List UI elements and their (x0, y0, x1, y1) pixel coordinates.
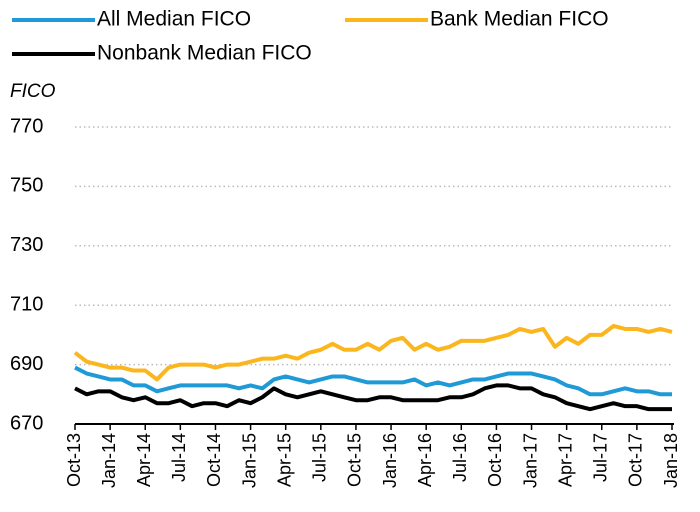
x-tick-label: Oct-16 (485, 433, 505, 487)
y-axis-label: FICO (10, 81, 56, 102)
x-tick-label: Apr-15 (274, 433, 294, 487)
y-tick-label: 670 (10, 412, 43, 434)
legend-label: Nonbank Median FICO (97, 42, 312, 65)
x-tick-label: Apr-14 (134, 433, 154, 487)
x-tick-label: Jan-17 (520, 433, 540, 488)
x-tick-label: Jul-15 (310, 433, 330, 482)
legend-label: Bank Median FICO (430, 8, 609, 31)
x-tick-label: Jul-14 (169, 433, 189, 482)
x-tick-label: Oct-13 (64, 433, 84, 487)
y-tick-label: 690 (10, 353, 43, 375)
series-line (74, 383, 672, 412)
x-tick-label: Apr-17 (555, 433, 575, 487)
x-tick-label: Jan-16 (380, 433, 400, 488)
x-tick-label: Jan-18 (661, 433, 681, 488)
y-tick-label: 710 (10, 293, 43, 315)
x-tick-label: Jul-17 (591, 433, 611, 482)
x-tick-label: Jan-15 (239, 433, 259, 488)
x-tick-label: Oct-14 (204, 433, 224, 487)
x-tick-label: Oct-17 (626, 433, 646, 487)
x-tick-label: Oct-15 (345, 433, 365, 487)
y-tick-label: 770 (10, 115, 43, 137)
y-tick-label: 730 (10, 234, 43, 256)
x-tick-label: Jul-16 (450, 433, 470, 482)
series-line (73, 323, 673, 382)
x-tick-label: Jan-14 (99, 433, 119, 488)
x-tick-label: Apr-16 (415, 433, 435, 487)
y-tick-label: 750 (10, 175, 43, 197)
series-line (74, 365, 672, 397)
legend-label: All Median FICO (97, 8, 251, 31)
